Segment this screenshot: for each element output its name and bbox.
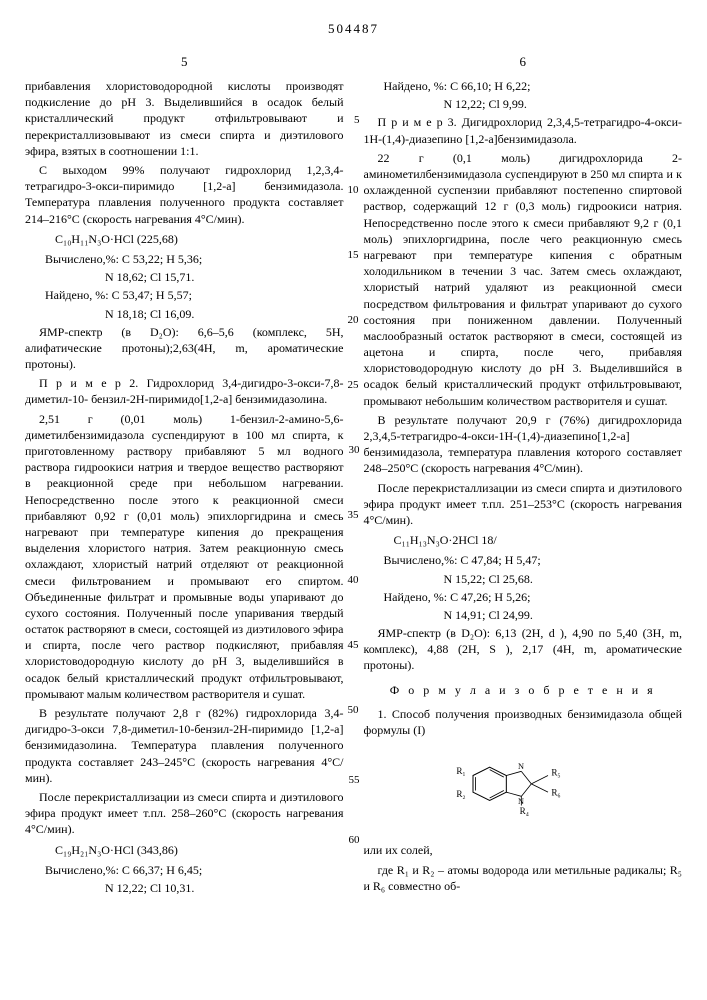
calc-line: N 12,22; Cl 9,99. — [364, 96, 683, 112]
calc-line: N 12,22; Cl 10,31. — [25, 880, 344, 896]
calc-line: N 18,18; Cl 16,09. — [25, 306, 344, 322]
calc-line: Найдено, %: C 47,26; H 5,26; — [364, 589, 683, 605]
label-r4: R₄ — [519, 806, 528, 816]
col-number-left: 5 — [25, 53, 344, 71]
label-r1: R₁ — [456, 766, 465, 776]
para: 2,51 г (0,01 моль) 1-бензил-2-амино-5,6-… — [25, 411, 344, 702]
para: В результате получают 20,9 г (76%) дигид… — [364, 412, 683, 477]
line-marker: 55 — [349, 773, 360, 788]
para: После перекристаллизации из смеси спирта… — [25, 789, 344, 838]
line-marker: 35 — [348, 508, 359, 523]
para: 22 г (0,1 моль) дигидрохлорида 2-аминоме… — [364, 150, 683, 409]
right-column: 6 Найдено, %: C 66,10; H 6,22; N 12,22; … — [364, 53, 683, 899]
patent-number: 504487 — [25, 20, 682, 38]
calc-line: Вычислено,%: C 47,84; H 5,47; — [364, 552, 683, 568]
line-marker: 60 — [349, 833, 360, 848]
calc-line: N 18,62; Cl 15,71. — [25, 269, 344, 285]
label-r6: R₆ — [551, 788, 560, 798]
para: 1. Способ получения производных бензимид… — [364, 706, 683, 738]
left-column: 5 прибавления хлористоводородной кислоты… — [25, 53, 344, 899]
para: С выходом 99% получают гидрохлорид 1,2,3… — [25, 162, 344, 227]
chemical-structure: R₁ R₂ N N R₅ R₆ R₄ — [364, 748, 683, 832]
line-marker: 20 — [348, 313, 359, 328]
para: прибавления хлористоводородной кислоты п… — [25, 78, 344, 159]
para: где R₁ и R₂ – атомы водорода или метильн… — [364, 862, 683, 894]
line-marker: 5 — [354, 113, 360, 128]
para: П р и м е р 3. Дигидрохлорид 2,3,4,5-тет… — [364, 114, 683, 146]
calc-line: Вычислено,%: C 53,22; H 5,36; — [25, 251, 344, 267]
para: ЯМР-спектр (в D₂O): 6,13 (2H, d ), 4,90 … — [364, 625, 683, 674]
line-marker: 15 — [348, 248, 359, 263]
line-marker: 25 — [348, 378, 359, 393]
para: П р и м е р 2. Гидрохлорид 3,4-дигидро-3… — [25, 375, 344, 407]
calc-line: Найдено, %: C 66,10; H 6,22; — [364, 78, 683, 94]
para: После перекристаллизации из смеси спирта… — [364, 480, 683, 529]
para: В результате получают 2,8 г (82%) гидрох… — [25, 705, 344, 786]
para: ЯМР-спектр (в D₂O): 6,6–5,6 (комплекс, 5… — [25, 324, 344, 373]
formula: C₁₉H₂₁N₃O·HCl (343,86) — [25, 842, 344, 858]
line-marker: 45 — [348, 638, 359, 653]
col-number-right: 6 — [364, 53, 683, 71]
formula: C₁₁H₁₃N₃O·2HCl 18/ — [364, 532, 683, 548]
calc-line: N 14,91; Cl 24,99. — [364, 607, 683, 623]
molecule-svg: R₁ R₂ N N R₅ R₆ R₄ — [448, 748, 598, 828]
calc-line: Вычислено,%: C 66,37; H 6,45; — [25, 862, 344, 878]
two-column-layout: 5 прибавления хлористоводородной кислоты… — [25, 53, 682, 899]
line-marker: 10 — [348, 183, 359, 198]
label-n: N — [518, 762, 524, 771]
formula-of-invention-header: Ф о р м у л а и з о б р е т е н и я — [364, 682, 683, 698]
label-r5: R₅ — [551, 768, 560, 778]
calc-line: N 15,22; Cl 25,68. — [364, 571, 683, 587]
line-marker: 30 — [349, 443, 360, 458]
para: или их солей, — [364, 842, 683, 858]
label-r2: R₂ — [456, 789, 465, 799]
line-marker: 50 — [348, 703, 359, 718]
line-marker: 40 — [348, 573, 359, 588]
formula: C₁₀H₁₁N₃O·HCl (225,68) — [25, 231, 344, 247]
calc-line: Найдено, %: C 53,47; H 5,57; — [25, 287, 344, 303]
